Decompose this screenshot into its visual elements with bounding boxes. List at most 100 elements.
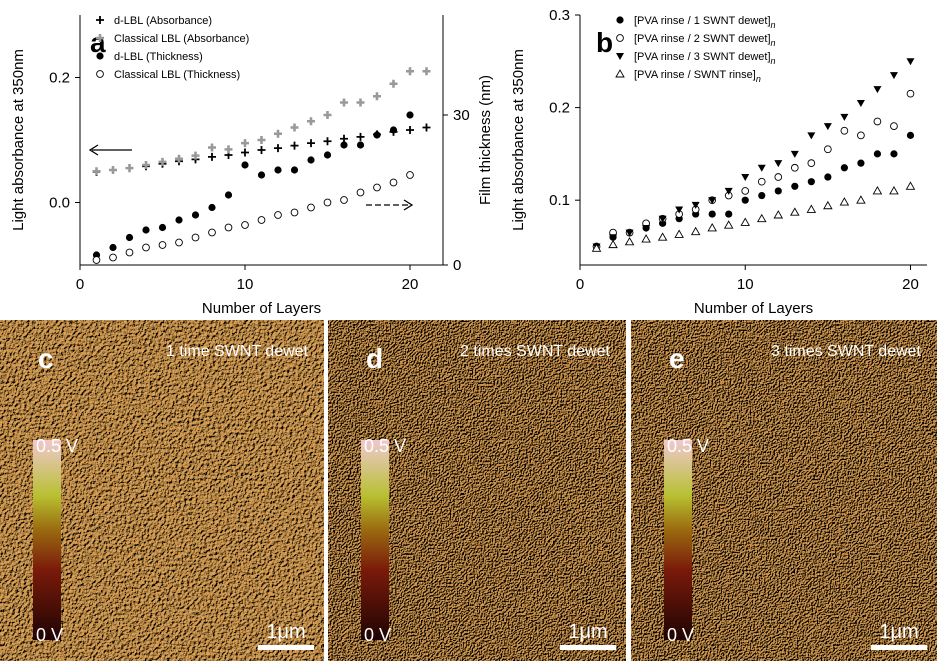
legend-text: [PVA rinse / SWNT rinse] xyxy=(634,69,756,81)
marker xyxy=(906,58,915,66)
y-tick-label: 0.1 xyxy=(549,192,570,209)
marker xyxy=(208,143,216,152)
marker xyxy=(158,157,167,166)
marker xyxy=(757,177,766,186)
marker xyxy=(109,253,117,262)
legend-label: [PVA rinse / 3 SWNT dewet]n xyxy=(634,51,776,66)
y-label: Light absorbance at 350nm xyxy=(510,49,527,231)
marker xyxy=(840,126,849,135)
marker xyxy=(616,53,624,60)
legend-subscript: n xyxy=(771,38,776,48)
marker xyxy=(741,187,750,195)
marker xyxy=(96,16,104,24)
colorbar xyxy=(361,440,389,640)
x-tick-label: 0 xyxy=(576,276,584,293)
marker xyxy=(290,123,299,132)
marker xyxy=(690,226,701,236)
legend-subscript: n xyxy=(756,74,761,84)
legend-text: d-LBL (Absorbance) xyxy=(114,15,212,27)
marker xyxy=(389,178,398,187)
scale-bar xyxy=(258,645,314,650)
marker xyxy=(257,136,266,144)
marker xyxy=(175,216,183,224)
scale-bar-label: 1μm xyxy=(879,621,918,643)
marker xyxy=(290,208,299,217)
scale-bar xyxy=(560,645,616,650)
marker xyxy=(889,72,898,80)
x-tick-label: 10 xyxy=(737,276,754,293)
marker xyxy=(616,16,624,24)
marker xyxy=(741,196,749,204)
marker xyxy=(373,131,381,139)
legend-label: d-LBL (Thickness) xyxy=(114,51,203,63)
legend-label: d-LBL (Absorbance) xyxy=(114,15,212,27)
marker xyxy=(142,161,150,169)
marker xyxy=(873,150,882,158)
marker xyxy=(691,201,700,209)
y2-tick-label: 0 xyxy=(453,257,461,274)
scale-bar-label: 1μm xyxy=(266,621,305,643)
marker xyxy=(224,223,233,232)
marker xyxy=(890,122,898,130)
marker xyxy=(307,117,315,126)
marker xyxy=(608,239,618,249)
marker xyxy=(873,117,882,126)
marker xyxy=(422,123,431,132)
marker xyxy=(125,164,134,173)
marker xyxy=(323,198,332,207)
marker xyxy=(708,197,717,205)
marker xyxy=(890,150,898,158)
marker xyxy=(224,191,233,199)
marker xyxy=(708,210,716,218)
marker xyxy=(274,144,282,153)
marker xyxy=(906,89,915,98)
marker xyxy=(356,141,365,149)
scale-min: 0 V xyxy=(667,625,694,645)
marker xyxy=(208,228,216,237)
marker xyxy=(774,160,783,168)
y-tick-label: 0.2 xyxy=(49,70,70,87)
marker xyxy=(142,226,150,234)
scale-min: 0 V xyxy=(364,625,391,645)
legend-text: d-LBL (Thickness) xyxy=(114,51,203,63)
marker xyxy=(824,145,832,154)
marker xyxy=(740,217,751,226)
marker xyxy=(241,148,249,157)
marker xyxy=(707,223,717,232)
marker xyxy=(624,236,635,246)
marker xyxy=(96,52,104,60)
colorbar xyxy=(33,440,61,640)
marker xyxy=(373,183,381,192)
marker xyxy=(758,191,766,200)
y2-tick-label: 30 xyxy=(453,107,470,124)
marker xyxy=(823,200,833,210)
marker xyxy=(175,154,183,163)
marker xyxy=(856,99,865,107)
marker xyxy=(406,171,414,179)
marker xyxy=(191,151,200,160)
y-tick-label: 0.3 xyxy=(549,7,570,24)
marker xyxy=(872,186,883,195)
marker xyxy=(224,145,233,154)
panel-letter: b xyxy=(596,27,613,58)
x-tick-label: 20 xyxy=(402,276,419,293)
marker xyxy=(625,229,634,237)
marker xyxy=(241,221,249,229)
panel-title: 3 times SWNT dewet xyxy=(771,343,922,360)
marker xyxy=(406,67,414,76)
marker xyxy=(406,111,414,119)
marker xyxy=(840,113,849,121)
marker xyxy=(615,69,625,78)
marker xyxy=(406,126,414,134)
marker xyxy=(806,204,817,213)
marker xyxy=(642,224,651,232)
marker xyxy=(92,167,101,176)
x-tick-label: 10 xyxy=(237,276,254,293)
x-label: Number of Layers xyxy=(694,300,813,317)
marker xyxy=(389,126,398,134)
legend-text: [PVA rinse / 1 SWNT dewet] xyxy=(634,15,771,27)
marker xyxy=(856,195,866,204)
legend-text: [PVA rinse / 2 SWNT dewet] xyxy=(634,33,771,45)
marker xyxy=(791,182,799,190)
